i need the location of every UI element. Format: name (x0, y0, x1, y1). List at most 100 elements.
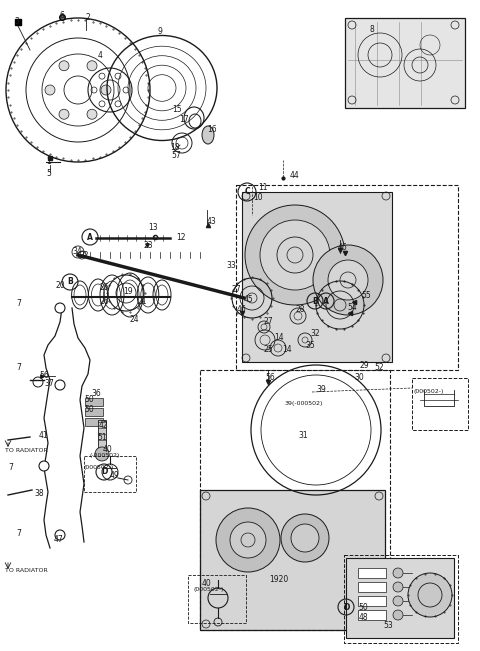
Circle shape (328, 260, 368, 300)
Circle shape (291, 524, 319, 552)
Circle shape (39, 461, 49, 471)
Text: C: C (244, 187, 250, 197)
Text: 17: 17 (179, 115, 189, 124)
Text: 21: 21 (137, 298, 146, 307)
Bar (344, 555, 458, 643)
Text: 54: 54 (347, 303, 357, 312)
Text: 40: 40 (103, 445, 113, 454)
Bar (85, 408, 103, 416)
Text: 46: 46 (338, 243, 348, 253)
Text: 57: 57 (171, 152, 181, 161)
Text: 1920: 1920 (269, 575, 288, 585)
Text: 39(-000502): 39(-000502) (285, 400, 324, 406)
Text: 50: 50 (358, 602, 368, 611)
Text: 15: 15 (172, 105, 181, 115)
Circle shape (87, 61, 97, 71)
Text: 4: 4 (98, 51, 103, 59)
Text: 42: 42 (99, 421, 108, 430)
Text: 3: 3 (14, 18, 19, 27)
Circle shape (281, 514, 329, 562)
Text: B: B (312, 296, 318, 305)
Text: 37: 37 (44, 380, 54, 389)
Text: 14: 14 (282, 346, 292, 355)
Bar (346, 558, 454, 638)
Text: 36: 36 (91, 389, 101, 398)
Text: 7: 7 (16, 299, 21, 307)
Text: 24: 24 (130, 316, 140, 324)
Text: D: D (101, 467, 107, 477)
Text: 9: 9 (158, 27, 163, 36)
Text: TO RADIATOR: TO RADIATOR (5, 568, 48, 572)
Text: 28: 28 (296, 305, 305, 314)
Text: 7: 7 (16, 529, 21, 538)
Bar (358, 582, 386, 592)
Text: 14: 14 (274, 333, 284, 342)
Circle shape (393, 610, 403, 620)
Text: (000502-): (000502-) (193, 587, 223, 592)
Circle shape (55, 530, 65, 540)
Text: 26: 26 (100, 298, 109, 307)
Bar (85, 418, 103, 426)
Text: D: D (343, 602, 349, 611)
Text: 11: 11 (258, 184, 267, 193)
Circle shape (393, 596, 403, 606)
Text: 32: 32 (310, 329, 320, 337)
Text: 46: 46 (237, 305, 247, 314)
Text: 53: 53 (383, 620, 393, 630)
Text: A: A (87, 232, 93, 242)
Text: 22: 22 (80, 251, 89, 260)
Text: 31: 31 (298, 430, 308, 439)
Text: 25: 25 (264, 346, 274, 355)
Text: 30: 30 (354, 374, 364, 383)
Text: 2: 2 (85, 14, 90, 23)
Text: 35: 35 (305, 342, 315, 350)
Bar (188, 575, 246, 623)
Circle shape (59, 61, 69, 71)
Text: A: A (323, 296, 329, 305)
Text: 1: 1 (46, 156, 51, 165)
Text: (000502-): (000502-) (413, 389, 444, 395)
Text: 10: 10 (253, 193, 263, 202)
Bar (200, 490, 385, 630)
Circle shape (95, 447, 109, 461)
Text: 38: 38 (34, 488, 44, 497)
Text: 7: 7 (16, 363, 21, 372)
Text: 19: 19 (123, 288, 132, 296)
Text: 16: 16 (207, 126, 216, 135)
Circle shape (313, 245, 383, 315)
Text: 56: 56 (265, 374, 275, 383)
Text: 13: 13 (148, 223, 157, 232)
Bar (236, 185, 458, 370)
Bar (242, 192, 392, 362)
Circle shape (101, 85, 111, 95)
Bar (358, 596, 386, 606)
Circle shape (45, 85, 55, 95)
Bar (98, 420, 106, 448)
Text: 44: 44 (290, 171, 300, 180)
Text: 47: 47 (54, 536, 64, 544)
Circle shape (87, 109, 97, 119)
Circle shape (216, 508, 280, 572)
Text: 27: 27 (232, 286, 241, 294)
Text: (-000502): (-000502) (90, 452, 120, 458)
Circle shape (245, 205, 345, 305)
Bar (200, 370, 390, 630)
Text: 26: 26 (100, 283, 109, 292)
Bar (345, 18, 465, 108)
Text: 23: 23 (143, 242, 153, 251)
Text: 50: 50 (84, 406, 94, 415)
Bar (412, 378, 468, 430)
Circle shape (260, 220, 330, 290)
Text: B: B (67, 277, 73, 286)
Text: 7: 7 (8, 462, 13, 471)
Bar (358, 568, 386, 578)
Ellipse shape (202, 126, 214, 144)
Text: 5: 5 (46, 169, 51, 178)
Text: 50: 50 (84, 396, 94, 404)
Text: 49: 49 (110, 471, 120, 480)
Text: 41: 41 (39, 430, 48, 439)
Text: 48: 48 (359, 613, 369, 622)
Circle shape (408, 573, 452, 617)
Bar (85, 398, 103, 406)
Text: 12: 12 (176, 232, 185, 242)
